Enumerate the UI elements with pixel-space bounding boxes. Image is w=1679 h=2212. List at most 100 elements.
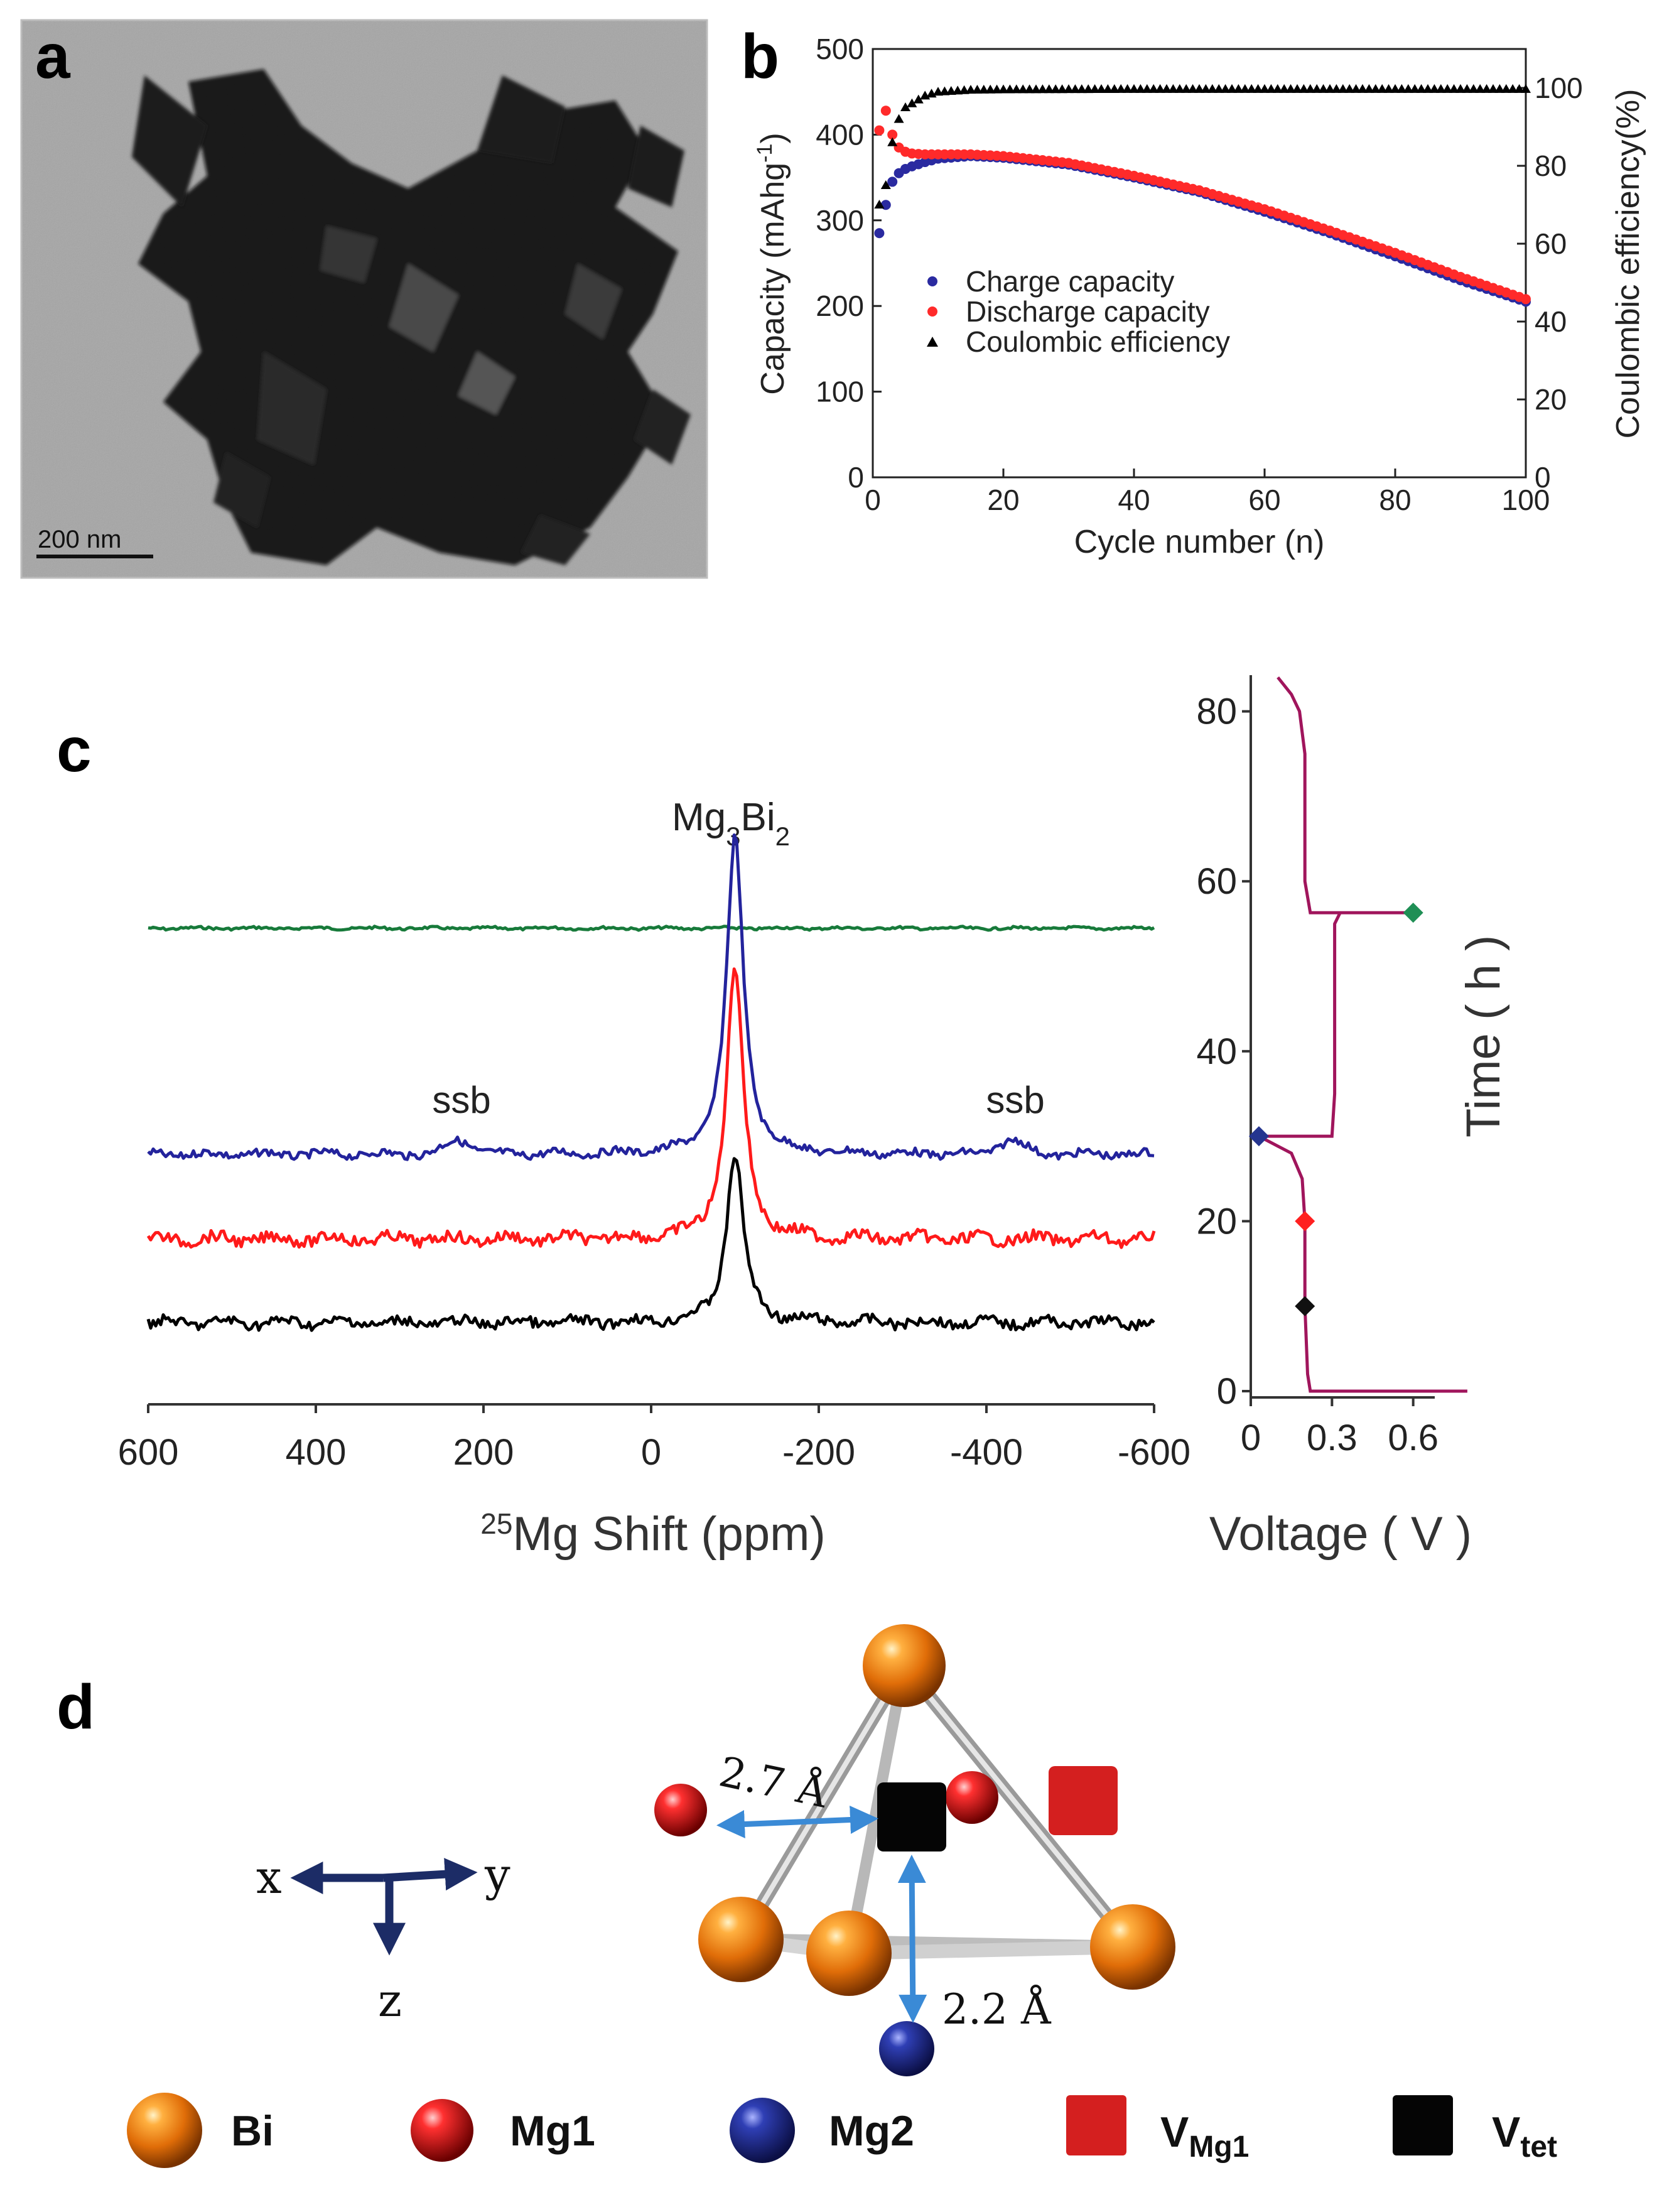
ce-point (991, 84, 1002, 94)
ce-point (1129, 84, 1139, 93)
ce-point (1429, 84, 1440, 93)
ce-point (1370, 84, 1381, 93)
chart-cv-xtick-label: 0.6 (1388, 1418, 1439, 1458)
dist-arrow-1 (716, 1806, 878, 1838)
ce-point (1187, 84, 1198, 93)
ce-point (1260, 84, 1270, 93)
chart-b-ytick-label: 0 (848, 461, 864, 494)
ce-point (1168, 84, 1179, 93)
ce-point (1325, 84, 1335, 93)
vmg1-site (1049, 1766, 1118, 1835)
discharge-point (1521, 294, 1531, 305)
panel-a: a 200 nm (20, 19, 708, 579)
legend-vmg1-label: VMg1 (1160, 2108, 1249, 2164)
discharge-point (887, 129, 898, 140)
ce-point (1442, 84, 1453, 93)
chart-b-frame (872, 48, 1527, 479)
state-marker (1403, 903, 1423, 923)
series-coulombic-efficiency (874, 84, 1531, 209)
panel-b: b 0 20 40 60 80 10001002003004005000204060801… (741, 21, 1646, 560)
ce-point (1423, 84, 1433, 93)
chart-b-y2tick-label: 40 (1535, 305, 1567, 338)
ce-point (1070, 84, 1081, 94)
state-marker (1295, 1296, 1315, 1316)
chart-b-xtick-label: 0 (865, 484, 881, 516)
chart-cv-ytick-label: 80 (1196, 691, 1237, 732)
ce-point (913, 94, 924, 104)
ce-point (1383, 84, 1394, 93)
ce-point (1064, 84, 1074, 94)
chart-b-ytick-label: 400 (816, 118, 864, 151)
nmr-spectrum-red (146, 967, 1156, 1249)
panel-label-c: c (57, 715, 92, 785)
chart-cv-ytick-label: 40 (1196, 1031, 1237, 1072)
ce-point (1233, 84, 1244, 93)
ce-point (953, 85, 963, 95)
chart-c-xtick-label: -200 (782, 1432, 855, 1473)
legend-bi-label: Bi (231, 2107, 274, 2155)
chart-c-xtick-label: 400 (286, 1432, 347, 1473)
chart-cv-ytick-label: 20 (1196, 1201, 1237, 1242)
bi-atom-right (1090, 1904, 1175, 1990)
ce-point (1351, 84, 1361, 93)
legend-charge: Charge capacity (966, 265, 1174, 298)
chart-cv-xtick-label: 0.3 (1307, 1418, 1358, 1458)
chart-c-xlabel: 25Mg Shift (ppm) (480, 1507, 826, 1561)
ce-point (1050, 84, 1061, 94)
ce-point (1109, 84, 1120, 93)
ce-point (1403, 84, 1413, 93)
chart-b-y2tick-label: 60 (1535, 227, 1567, 260)
ce-point (939, 86, 950, 95)
ce-point (1194, 84, 1204, 93)
ce-point (1481, 84, 1492, 93)
dist-label-2: 2.2 Å (942, 1985, 1052, 2034)
axis-x-label: x (256, 1851, 282, 1904)
ce-point (1468, 84, 1479, 93)
ce-point (887, 137, 898, 146)
discharge-point (874, 125, 885, 136)
ce-point (1239, 84, 1250, 93)
ce-point (1298, 84, 1309, 93)
ce-point (1449, 84, 1459, 93)
nmr-spectrum-blue (147, 833, 1155, 1161)
ce-point (1103, 84, 1113, 93)
chart-b-xtick-label: 20 (987, 484, 1019, 516)
vtet-site (877, 1782, 946, 1851)
peak-label: Mg3Bi2 (672, 796, 790, 851)
legend-mg1-icon (411, 2099, 473, 2162)
chart-cv-ylabel: Time ( h ) (1457, 935, 1510, 1137)
chart-cv-ytick-label: 60 (1196, 861, 1237, 902)
ce-point (1312, 84, 1322, 93)
legend-ce: Coulombic efficiency (966, 325, 1230, 358)
ssb-label-left: ssb (432, 1079, 490, 1121)
panel-label-b: b (741, 21, 779, 92)
ce-point (1214, 84, 1224, 93)
chart-b-y2tick-label: 80 (1535, 149, 1567, 182)
ce-point (1031, 84, 1041, 94)
chart-b-y2label: Coulombic efficiency(%) (1610, 89, 1646, 439)
ce-point (1096, 84, 1106, 94)
legend-mg2-icon (730, 2098, 795, 2163)
ce-point (1331, 84, 1342, 93)
ce-point (966, 85, 976, 94)
chart-b-ytick-label: 500 (816, 33, 864, 65)
ce-point (1344, 84, 1355, 93)
chart-b-xlabel: Cycle number (n) (1074, 524, 1325, 560)
chart-cv-xlabel: Voltage ( V ) (1209, 1507, 1472, 1561)
ce-point (978, 84, 989, 94)
ce-point (1246, 84, 1257, 93)
chart-c-xtick-label: -600 (1118, 1432, 1190, 1473)
ce-point (959, 85, 969, 94)
ce-point (1024, 84, 1035, 94)
chart-cv-ytick-label: 0 (1217, 1371, 1237, 1412)
ce-point (1005, 84, 1015, 94)
ce-point (1272, 84, 1283, 93)
ssb-label-right: ssb (986, 1079, 1044, 1121)
structure-legend: Bi Mg1 Mg2 VMg1 Vtet (127, 2093, 1557, 2168)
ce-point (972, 84, 983, 94)
legend-mg1-label: Mg1 (510, 2107, 595, 2155)
axis-triad: x y z (256, 1848, 510, 2027)
chart-b-xtick-label: 80 (1379, 484, 1411, 516)
panel-label-a: a (35, 21, 71, 92)
ce-point (1174, 84, 1185, 93)
